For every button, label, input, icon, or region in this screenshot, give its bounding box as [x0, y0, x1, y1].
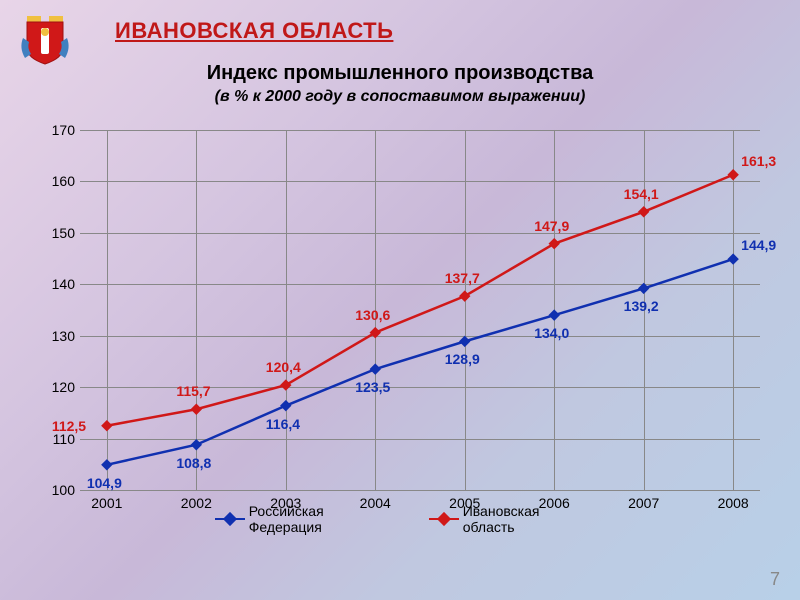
data-point-label: 137,7	[445, 270, 480, 286]
data-point-label: 112,5	[52, 418, 86, 434]
chart-area: 1001101201301401501601702001200220032004…	[30, 120, 770, 540]
y-axis-tick: 130	[40, 328, 75, 344]
data-point-label: 104,9	[87, 475, 122, 491]
x-axis-tick: 2008	[691, 495, 776, 511]
chart-subtitle: (в % к 2000 году в сопоставимом выражени…	[0, 88, 800, 106]
data-point-label: 115,7	[176, 383, 210, 399]
y-axis-tick: 140	[40, 276, 75, 292]
page-number: 7	[770, 569, 780, 590]
data-point-label: 144,9	[741, 237, 776, 253]
data-point-label: 130,6	[355, 307, 390, 323]
legend-item-ivanovo: Ивановская область	[429, 503, 585, 535]
chart-title: Индекс промышленного производства	[0, 62, 800, 85]
data-point-label: 139,2	[624, 298, 659, 314]
y-axis-tick: 150	[40, 225, 75, 241]
data-point-label: 128,9	[445, 351, 480, 367]
data-point-label: 108,8	[176, 455, 211, 471]
data-point-label: 123,5	[355, 379, 390, 395]
y-axis-tick: 170	[40, 122, 75, 138]
legend-marker-icon	[429, 513, 457, 525]
data-point-label: 161,3	[741, 153, 776, 169]
y-axis-tick: 160	[40, 173, 75, 189]
x-axis-tick: 2001	[64, 495, 149, 511]
region-title: ИВАНОВСКАЯ ОБЛАСТЬ	[115, 18, 393, 44]
data-point-label: 154,1	[624, 186, 659, 202]
chart-legend: Российская Федерация Ивановская область	[215, 503, 585, 535]
legend-marker-icon	[215, 513, 243, 525]
region-emblem	[15, 8, 75, 68]
data-point-label: 116,4	[266, 416, 300, 432]
x-axis-tick: 2007	[601, 495, 686, 511]
y-axis-tick: 120	[40, 379, 75, 395]
data-point-label: 120,4	[266, 359, 301, 375]
data-point-label: 147,9	[534, 218, 569, 234]
legend-label: Ивановская область	[463, 503, 585, 535]
legend-item-russia: Российская Федерация	[215, 503, 389, 535]
legend-label: Российская Федерация	[249, 503, 389, 535]
data-point-label: 134,0	[534, 325, 569, 341]
